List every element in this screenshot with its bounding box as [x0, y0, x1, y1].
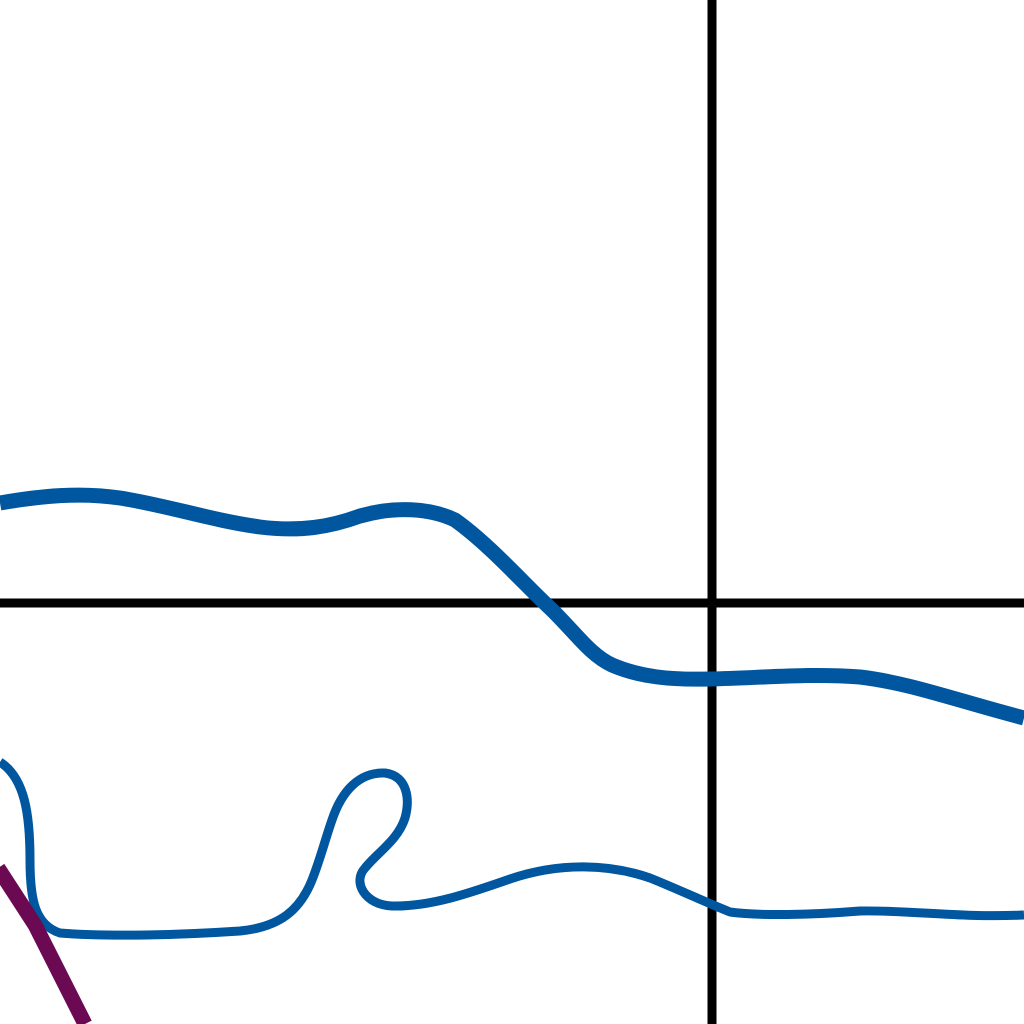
road-segment	[0, 863, 92, 1024]
river-lower	[0, 758, 1024, 940]
river-upper	[0, 487, 1024, 726]
